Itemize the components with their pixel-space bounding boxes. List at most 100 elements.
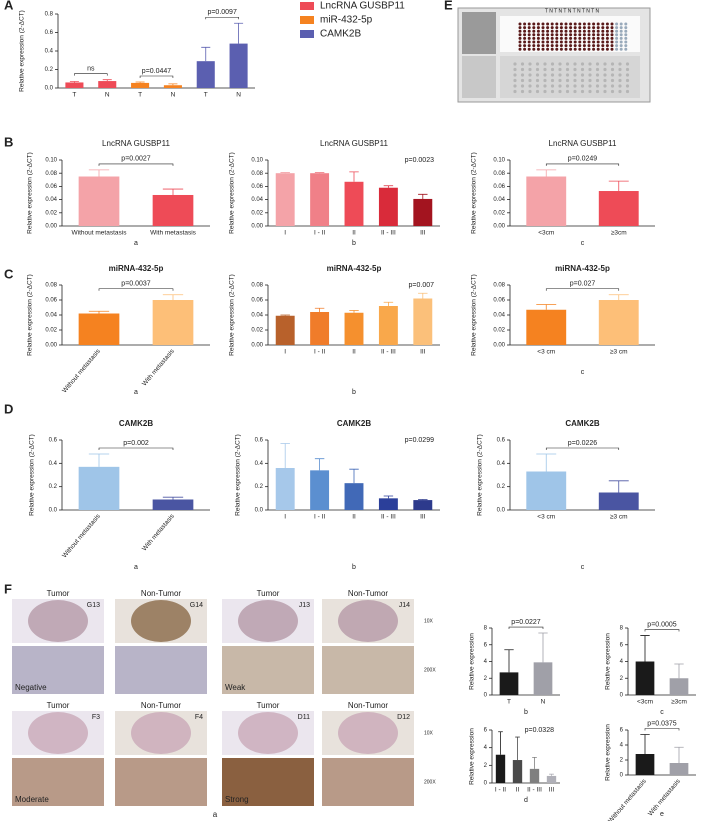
error-bar bbox=[383, 495, 394, 499]
blot-dot bbox=[555, 22, 559, 26]
blot-dot bbox=[550, 33, 554, 37]
blot-dot bbox=[550, 22, 554, 26]
y-tick-label: 0.06 bbox=[45, 184, 57, 190]
panel-sublabel: a bbox=[134, 389, 138, 396]
blot-dot bbox=[565, 73, 570, 77]
blot-dot bbox=[619, 36, 623, 40]
y-tick-label: 0.04 bbox=[493, 197, 505, 203]
x-tick-label: With metastasis bbox=[141, 512, 176, 552]
p-value: p=0.0023 bbox=[405, 157, 434, 164]
blot-dot bbox=[573, 73, 577, 77]
ihc-header: Non-Tumor bbox=[141, 589, 181, 598]
significance-bracket bbox=[508, 626, 544, 630]
y-tick-label: 0.10 bbox=[45, 158, 57, 164]
blot-dot bbox=[550, 67, 555, 72]
blot-dot bbox=[573, 78, 577, 83]
legend-swatch bbox=[300, 2, 314, 10]
bar bbox=[499, 672, 519, 695]
x-tick-label: ≥3cm bbox=[671, 699, 687, 706]
chart-title: LncRNA GUSBP11 bbox=[549, 139, 617, 148]
ihc-core bbox=[131, 712, 191, 754]
blot-dot bbox=[588, 89, 592, 94]
blot-dot bbox=[573, 89, 577, 94]
blot-dot bbox=[520, 73, 525, 77]
blot-dot bbox=[569, 36, 573, 40]
blot-dot bbox=[596, 36, 600, 40]
bar bbox=[669, 763, 689, 775]
ihc-header: Non-Tumor bbox=[141, 701, 181, 710]
chart-title: CAMK2B bbox=[337, 419, 371, 428]
panel-label: D bbox=[4, 401, 13, 416]
ihc-header: Non-Tumor bbox=[348, 701, 388, 710]
legend-swatch bbox=[300, 30, 314, 38]
blot-dot bbox=[541, 36, 545, 40]
blot-dot bbox=[582, 40, 586, 44]
blot-dot bbox=[513, 84, 517, 88]
blot-dot bbox=[603, 62, 607, 66]
x-tick-label: <3 cm bbox=[537, 514, 555, 521]
blot-dot bbox=[588, 67, 592, 72]
legend-label: CAMK2B bbox=[320, 29, 361, 40]
blot-dot bbox=[573, 44, 577, 48]
p-value: p=0.0226 bbox=[568, 440, 597, 447]
y-axis-label: Relative expression (2-ΔCT) bbox=[235, 434, 242, 516]
error-bar bbox=[162, 188, 184, 195]
blot-tag bbox=[462, 56, 496, 98]
blot-dot bbox=[527, 29, 531, 33]
blot-dot bbox=[603, 78, 607, 83]
blot-dot bbox=[532, 22, 536, 26]
y-tick-label: 0 bbox=[484, 693, 488, 699]
y-tick-label: 6 bbox=[620, 642, 624, 648]
p-value: p=0.0447 bbox=[142, 68, 171, 75]
blot-dot bbox=[550, 36, 554, 40]
blot-dot bbox=[528, 78, 532, 83]
blot-dot bbox=[550, 73, 555, 77]
ihc-id: D12 bbox=[397, 714, 410, 721]
y-axis-label: Relative expression (2-ΔCT) bbox=[471, 274, 478, 356]
blot-dot bbox=[520, 67, 525, 72]
blot-dot bbox=[559, 40, 563, 44]
blot-dot bbox=[615, 40, 619, 44]
blot-dot bbox=[536, 47, 540, 51]
blot-dot bbox=[559, 33, 563, 37]
blot-dot bbox=[520, 84, 525, 88]
ihc-zoom bbox=[12, 758, 104, 806]
chart-title: miRNA-432-5p bbox=[327, 264, 382, 273]
blot-dot bbox=[541, 40, 545, 44]
blot-dot bbox=[580, 67, 585, 72]
blot-dot bbox=[543, 62, 547, 66]
error-bar bbox=[69, 81, 79, 83]
blot-dot bbox=[605, 36, 609, 40]
x-tick-label: I bbox=[284, 514, 286, 521]
blot-dot bbox=[603, 67, 607, 72]
blot-dot bbox=[573, 26, 577, 30]
panel-label: A bbox=[4, 0, 14, 12]
p-value: p=0.002 bbox=[123, 440, 149, 447]
y-tick-label: 0.02 bbox=[251, 328, 263, 334]
blot-dot bbox=[618, 89, 622, 94]
y-tick-label: 0.08 bbox=[251, 283, 263, 289]
blot-dot bbox=[523, 33, 527, 37]
blot-dot bbox=[596, 26, 600, 30]
blot-dot bbox=[619, 33, 623, 37]
blot-dot bbox=[532, 33, 536, 37]
bar bbox=[546, 775, 557, 783]
x-tick-label: I - II bbox=[314, 230, 325, 237]
blot-dot bbox=[536, 26, 540, 30]
blot-dot bbox=[605, 44, 609, 48]
blot-dot bbox=[587, 33, 591, 37]
blot-dot bbox=[527, 26, 531, 30]
ihc-zoom bbox=[222, 646, 314, 694]
y-tick-label: 0.04 bbox=[251, 313, 263, 319]
bar bbox=[413, 198, 433, 226]
blot-dot bbox=[610, 47, 614, 51]
blot-dot bbox=[523, 47, 527, 51]
staining-level: Moderate bbox=[15, 795, 49, 804]
ihc-id: F4 bbox=[195, 714, 203, 721]
blot-dot bbox=[596, 29, 600, 33]
x-tick-label: ≥3cm bbox=[611, 230, 627, 237]
blot-dot bbox=[595, 84, 600, 88]
blot-dot bbox=[555, 33, 559, 37]
panel-sublabel: b bbox=[352, 240, 356, 247]
